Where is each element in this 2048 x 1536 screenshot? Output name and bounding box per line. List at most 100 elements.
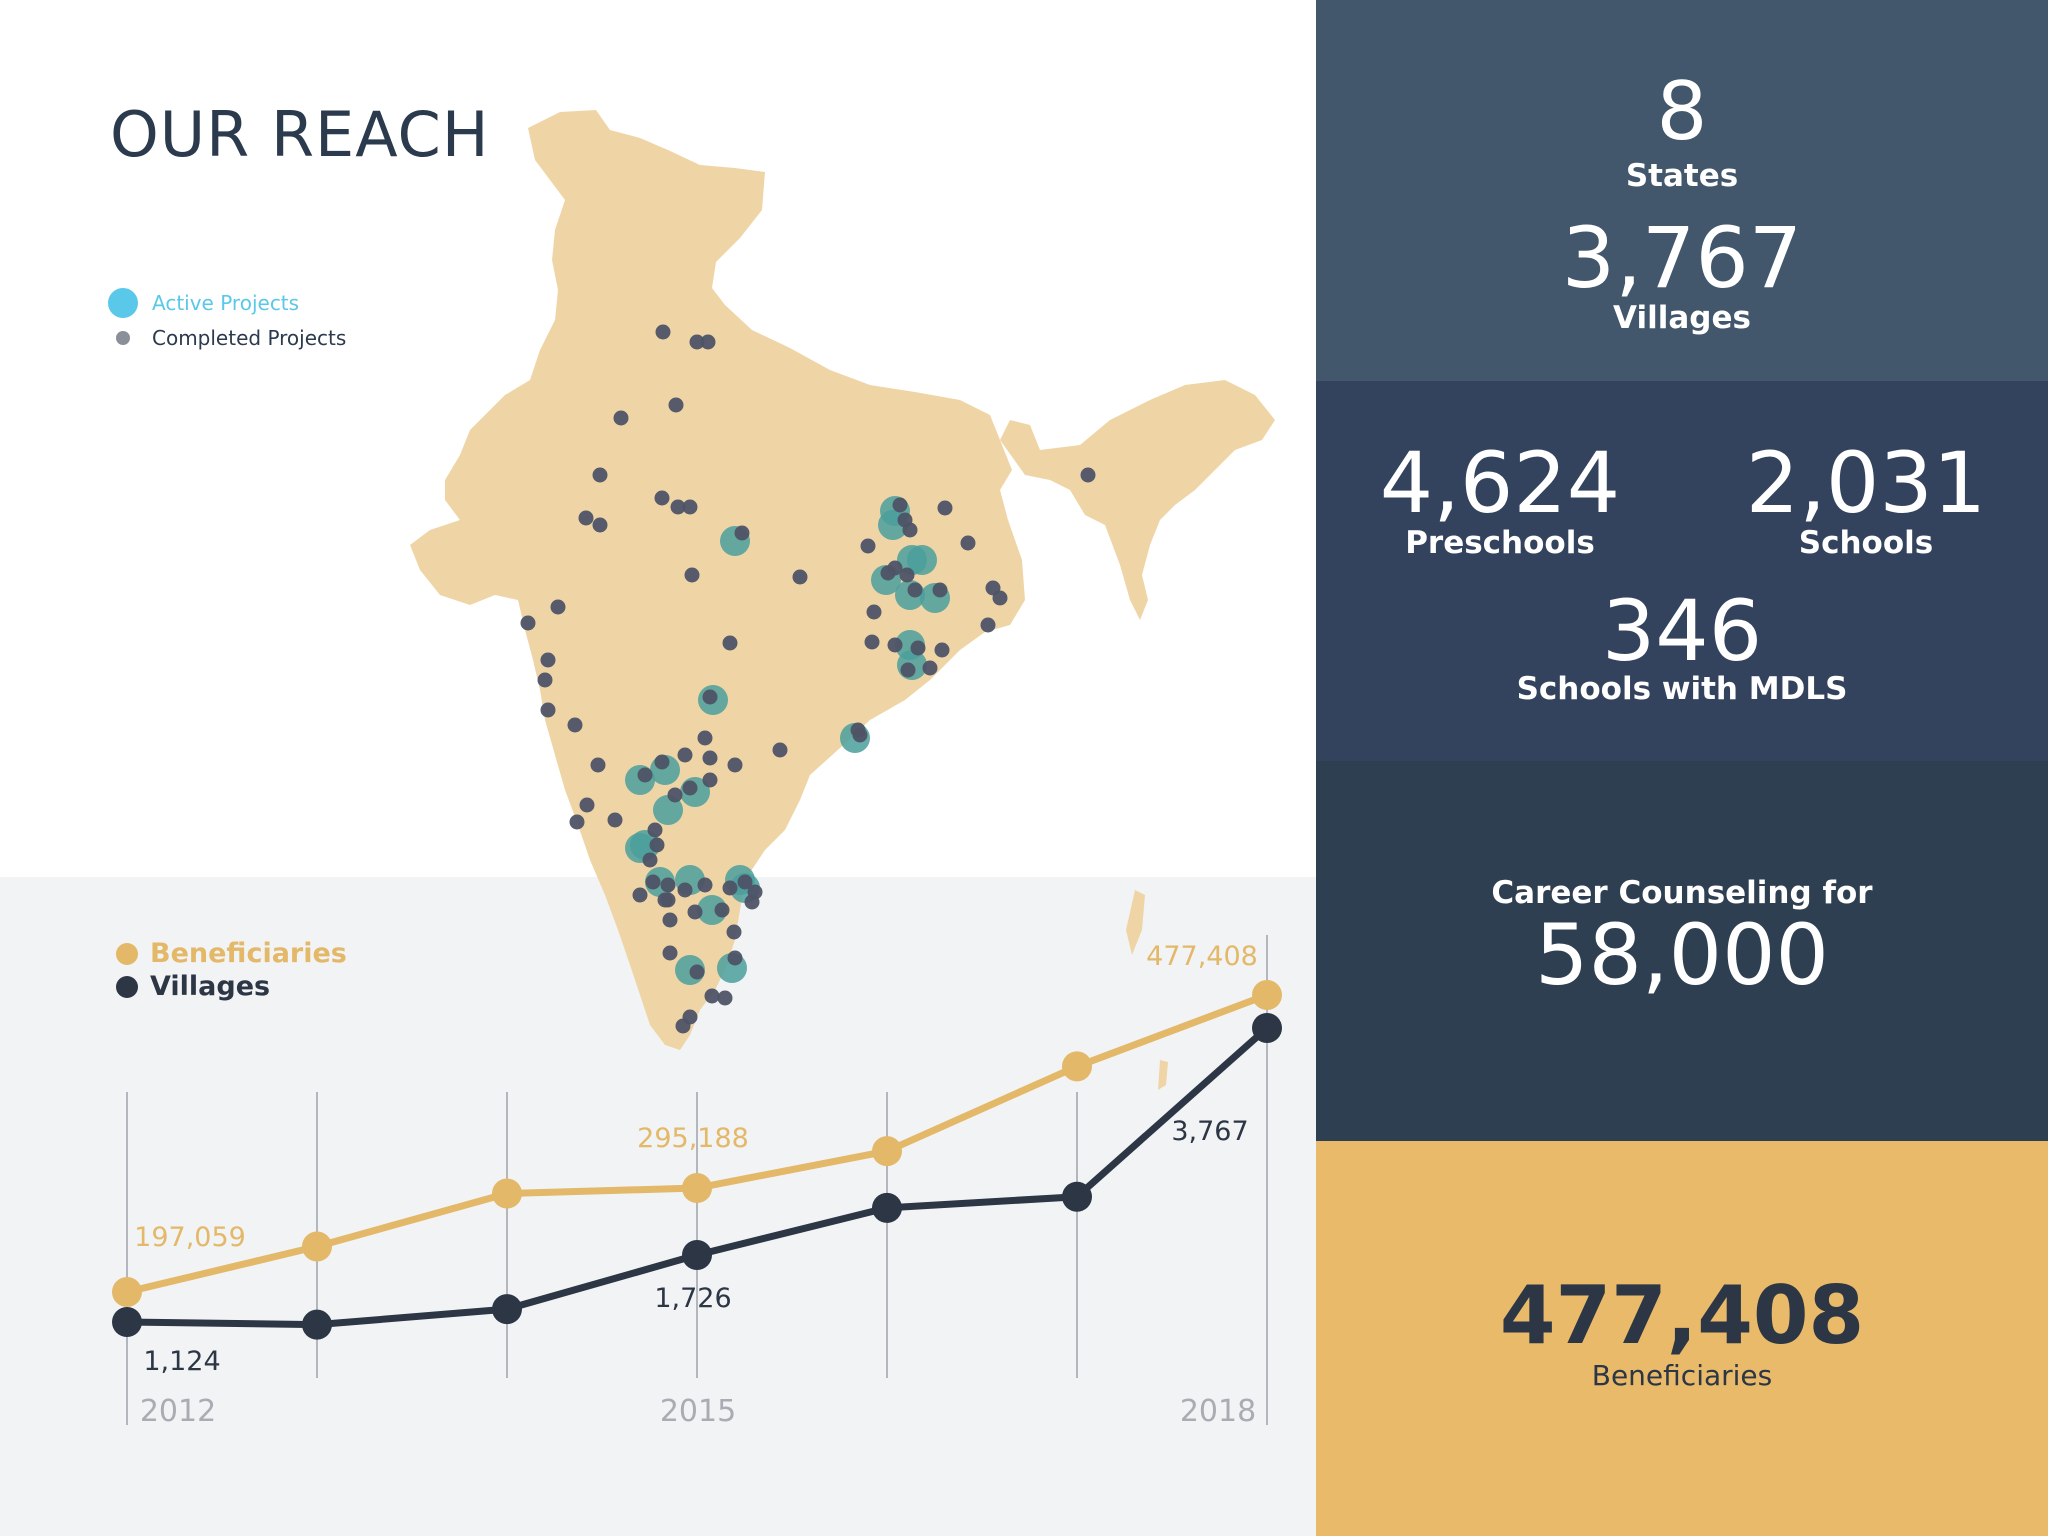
completed-project-marker bbox=[684, 567, 700, 583]
data-point-beneficiaries bbox=[1252, 980, 1282, 1010]
completed-project-marker bbox=[937, 500, 953, 516]
completed-project-marker bbox=[902, 522, 918, 538]
completed-project-marker bbox=[670, 499, 686, 515]
completed-project-marker bbox=[992, 590, 1008, 606]
completed-project-marker bbox=[887, 560, 903, 576]
completed-project-marker bbox=[689, 334, 705, 350]
completed-project-marker bbox=[579, 797, 595, 813]
schools-value: 2,031 bbox=[1745, 434, 1987, 532]
completed-project-marker bbox=[1080, 467, 1096, 483]
completed-project-marker bbox=[922, 660, 938, 676]
completed-project-marker bbox=[662, 912, 678, 928]
data-label-beneficiaries: 477,408 bbox=[1146, 941, 1258, 972]
completed-project-marker bbox=[677, 747, 693, 763]
panel-career-counseling: Career Counseling for 58,000 bbox=[1316, 761, 2048, 1141]
beneficiaries-value: 477,408 bbox=[1499, 1269, 1865, 1362]
data-point-villages bbox=[1252, 1013, 1282, 1043]
completed-project-marker bbox=[772, 742, 788, 758]
completed-project-marker bbox=[687, 904, 703, 920]
data-point-beneficiaries bbox=[682, 1173, 712, 1204]
completed-project-marker bbox=[910, 640, 926, 656]
preschools-value: 4,624 bbox=[1379, 434, 1621, 532]
data-label-villages: 1,726 bbox=[654, 1283, 731, 1314]
completed-project-marker bbox=[567, 717, 583, 733]
completed-project-marker bbox=[660, 892, 676, 908]
panel-schools: 4,624 Preschools 2,031 Schools 346 Schoo… bbox=[1316, 381, 2048, 761]
legend-villages: Villages bbox=[116, 971, 270, 1002]
beneficiaries-label: Beneficiaries bbox=[1591, 1359, 1773, 1392]
completed-project-marker bbox=[864, 634, 880, 650]
completed-project-marker bbox=[642, 852, 658, 868]
villages-value: 3,767 bbox=[1561, 209, 1803, 307]
project-markers bbox=[520, 324, 1096, 1034]
line-chart: 197,059 295,188 477,408 1,124 1,726 3,767 2012… bbox=[112, 935, 1282, 1429]
beneficiaries-dot-icon bbox=[116, 942, 138, 965]
completed-project-marker bbox=[702, 689, 718, 705]
completed-project-marker bbox=[702, 772, 718, 788]
legend-beneficiaries-label: Beneficiaries bbox=[150, 938, 347, 969]
legend-completed-label: Completed Projects bbox=[152, 326, 347, 350]
completed-project-marker bbox=[934, 642, 950, 658]
career-label: Career Counseling for bbox=[1491, 875, 1873, 911]
completed-project-marker bbox=[632, 887, 648, 903]
legend-completed-projects: Completed Projects bbox=[108, 326, 346, 350]
completed-project-marker bbox=[647, 822, 663, 838]
completed-project-marker bbox=[540, 652, 556, 668]
x-tick-label: 2018 bbox=[1180, 1394, 1256, 1429]
completed-project-marker bbox=[537, 672, 553, 688]
schools-label: Schools bbox=[1798, 525, 1934, 561]
completed-project-marker bbox=[682, 780, 698, 796]
completed-project-marker bbox=[592, 467, 608, 483]
completed-project-marker bbox=[578, 510, 594, 526]
legend-active-projects: Active Projects bbox=[108, 288, 299, 318]
panel-states-villages: 8 States 3,767 Villages bbox=[1316, 0, 2048, 381]
data-point-villages bbox=[302, 1309, 332, 1340]
completed-project-marker bbox=[722, 635, 738, 651]
completed-project-marker bbox=[668, 397, 684, 413]
data-point-villages bbox=[682, 1240, 712, 1271]
villages-label: Villages bbox=[1613, 300, 1751, 336]
completed-project-marker bbox=[722, 880, 738, 896]
data-point-villages bbox=[112, 1307, 142, 1337]
completed-project-marker bbox=[697, 877, 713, 893]
data-label-beneficiaries: 197,059 bbox=[134, 1222, 246, 1253]
completed-project-marker bbox=[613, 410, 629, 426]
data-point-beneficiaries bbox=[1062, 1051, 1092, 1082]
active-project-marker bbox=[653, 795, 683, 825]
completed-project-marker bbox=[607, 812, 623, 828]
completed-project-marker bbox=[655, 324, 671, 340]
completed-project-marker bbox=[866, 604, 882, 620]
mdls-value: 346 bbox=[1601, 582, 1763, 680]
completed-project-marker bbox=[907, 582, 923, 598]
completed-project-marker bbox=[737, 874, 753, 890]
completed-project-marker bbox=[704, 988, 720, 1004]
states-value: 8 bbox=[1656, 65, 1708, 158]
completed-project-marker bbox=[649, 837, 665, 853]
completed-project-marker bbox=[520, 615, 536, 631]
data-label-villages: 3,767 bbox=[1171, 1116, 1248, 1147]
completed-project-marker bbox=[899, 567, 915, 583]
completed-project-marker bbox=[654, 490, 670, 506]
completed-project-marker bbox=[689, 964, 705, 980]
x-tick-label: 2015 bbox=[660, 1394, 736, 1429]
map-land bbox=[410, 110, 1275, 1090]
completed-project-marker bbox=[860, 538, 876, 554]
states-label: States bbox=[1625, 158, 1739, 194]
page-title: OUR REACH bbox=[110, 98, 490, 171]
completed-project-marker bbox=[887, 637, 903, 653]
preschools-label: Preschools bbox=[1405, 525, 1595, 561]
panel-beneficiaries: 477,408 Beneficiaries bbox=[1316, 1141, 2048, 1536]
completed-project-marker bbox=[850, 722, 866, 738]
data-point-villages bbox=[872, 1192, 902, 1223]
legend-active-label: Active Projects bbox=[152, 291, 300, 315]
completed-project-marker bbox=[697, 730, 713, 746]
legend-beneficiaries: Beneficiaries bbox=[116, 938, 347, 969]
villages-dot-icon bbox=[116, 975, 138, 998]
completed-project-marker bbox=[714, 902, 730, 918]
data-point-villages bbox=[492, 1294, 522, 1325]
data-point-beneficiaries bbox=[872, 1136, 902, 1167]
completed-project-marker bbox=[727, 757, 743, 773]
completed-project-marker bbox=[792, 569, 808, 585]
completed-project-marker bbox=[592, 517, 608, 533]
completed-project-marker bbox=[550, 599, 566, 615]
